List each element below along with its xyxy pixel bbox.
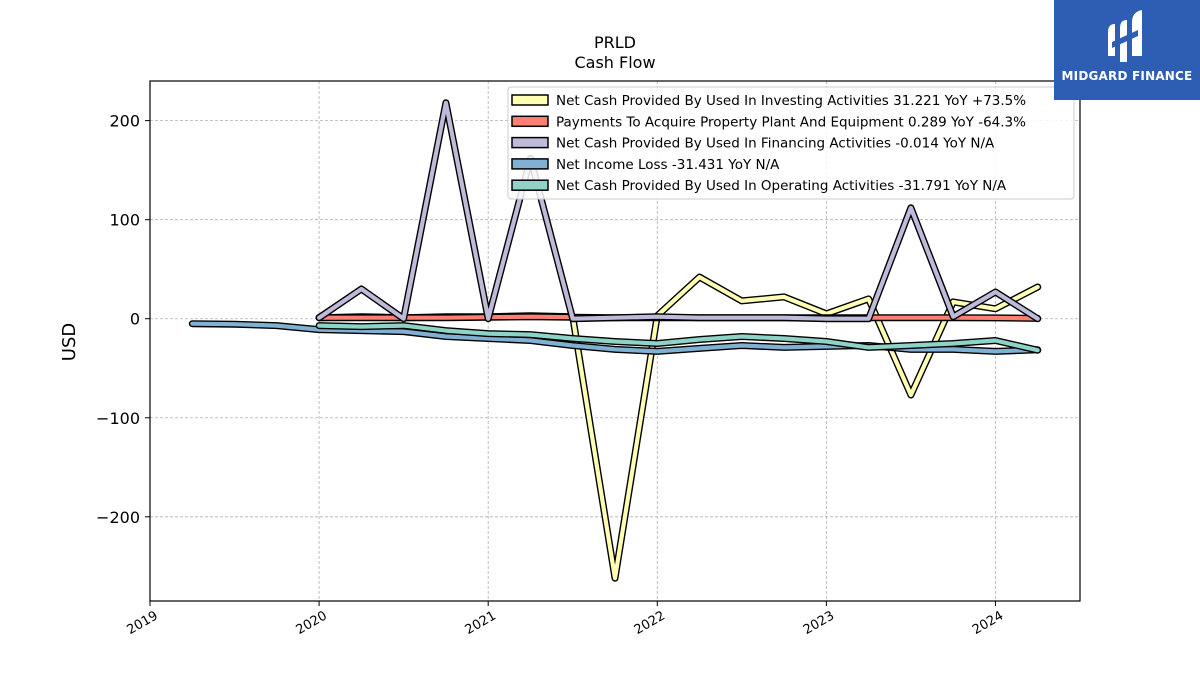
x-tick-label: 2024 (970, 608, 1006, 638)
logo-text: MIDGARD FINANCE (1061, 69, 1193, 83)
y-tick-label: 0 (130, 310, 140, 329)
series-line-4 (317, 323, 1040, 353)
legend: Net Cash Provided By Used In Investing A… (507, 86, 1075, 200)
series-line-2 (317, 100, 1040, 321)
legend-swatch (511, 115, 549, 128)
y-tick-label: 100 (109, 211, 140, 230)
y-tick-label: 200 (109, 112, 140, 131)
x-tick-label: 2023 (801, 608, 837, 638)
legend-label: Net Cash Provided By Used In Operating A… (556, 178, 1007, 194)
x-tick-label: 2022 (632, 608, 668, 638)
x-tick-label: 2019 (125, 608, 161, 638)
series-lines (188, 99, 1042, 582)
x-tick-label: 2021 (463, 608, 499, 638)
legend-box (507, 86, 1075, 200)
legend-label: Net Cash Provided By Used In Financing A… (556, 136, 995, 152)
legend-label: Net Income Loss -31.431 YoY N/A (556, 157, 780, 173)
legend-label: Payments To Acquire Property Plant And E… (556, 114, 1026, 130)
legend-swatch (511, 158, 549, 170)
legend-label: Net Cash Provided By Used In Investing A… (556, 93, 1026, 109)
chart-subtitle: Cash Flow (574, 53, 655, 72)
legend-swatch (511, 136, 549, 149)
legend-swatch (511, 94, 549, 106)
x-tick-label: 2020 (294, 608, 330, 638)
series-line-outline (315, 273, 1042, 582)
y-axis-label: USD (59, 323, 80, 361)
midgard-m-logo-icon (1108, 10, 1142, 62)
plot-frame (149, 80, 1081, 602)
legend-swatch (511, 179, 549, 191)
midgard-finance-logo: MIDGARD FINANCE (1054, 0, 1200, 100)
series-line-0 (317, 275, 1040, 581)
y-tick-label: −100 (96, 409, 140, 428)
chart-title: PRLD (594, 33, 636, 52)
y-tick-label: −200 (96, 508, 140, 527)
